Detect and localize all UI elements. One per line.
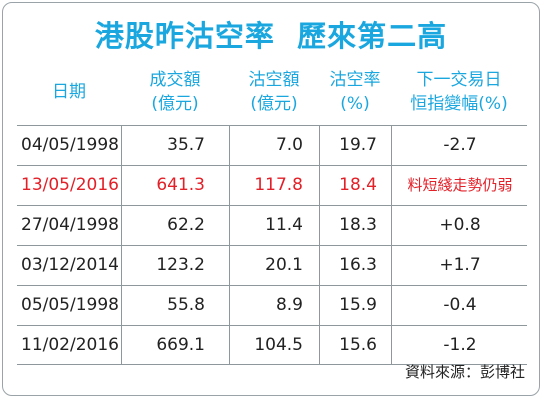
header-short-line1: 沽空額	[248, 70, 300, 90]
cell-short: 8.9	[275, 295, 303, 315]
cell-turnover: 669.1	[156, 335, 205, 355]
header-date-line1: 日期	[52, 82, 86, 102]
cell-date: 13/05/2016	[21, 175, 119, 195]
cell-date: 04/05/1998	[21, 135, 119, 155]
table-header: 日期 成交額 (億元) 沽空額 (億元) 沽空率 (%) 下一交易日 恒指變幅(…	[17, 59, 527, 125]
table-row: 27/04/1998 62.2 11.4 18.3 +0.8	[17, 205, 527, 245]
cell-short: 7.0	[275, 135, 303, 155]
header-change-line2: 恒指變幅(%)	[410, 94, 508, 114]
header-turnover-line2: (億元)	[151, 94, 199, 114]
cell-change: 料短綫走勢仍弱	[407, 176, 513, 194]
cell-turnover: 641.3	[156, 175, 205, 195]
cell-change: -2.7	[443, 135, 477, 155]
table-body: 04/05/1998 35.7 7.0 19.7 -2.7 13/05/2016…	[17, 125, 527, 365]
cell-change: -1.2	[443, 335, 477, 355]
header-ratio: 沽空率 (%)	[319, 59, 391, 125]
cell-short: 11.4	[265, 215, 303, 235]
cell-ratio: 15.9	[339, 295, 377, 315]
header-turnover: 成交額 (億元)	[121, 59, 229, 125]
header-short-line2: (億元)	[250, 94, 298, 114]
cell-ratio: 19.7	[339, 135, 377, 155]
cell-change: +1.7	[439, 255, 481, 275]
cell-date: 27/04/1998	[21, 215, 119, 235]
cell-date: 03/12/2014	[21, 255, 119, 275]
cell-date: 11/02/2016	[21, 335, 119, 355]
cell-ratio: 16.3	[339, 255, 377, 275]
cell-short: 117.8	[254, 175, 303, 195]
table-row: 03/12/2014 123.2 20.1 16.3 +1.7	[17, 245, 527, 285]
cell-turnover: 123.2	[156, 255, 205, 275]
cell-change: +0.8	[439, 215, 481, 235]
header-change-line1: 下一交易日	[416, 70, 502, 90]
cell-ratio: 18.3	[339, 215, 377, 235]
cell-ratio: 15.6	[339, 335, 377, 355]
cell-turnover: 35.7	[167, 135, 205, 155]
header-short: 沽空額 (億元)	[229, 59, 319, 125]
header-date: 日期	[17, 59, 121, 125]
header-turnover-line1: 成交額	[149, 70, 201, 90]
cell-change: -0.4	[443, 295, 477, 315]
cell-short: 104.5	[254, 335, 303, 355]
cell-turnover: 62.2	[167, 215, 205, 235]
header-ratio-line1: 沽空率	[329, 70, 381, 90]
cell-short: 20.1	[265, 255, 303, 275]
table-row: 11/02/2016 669.1 104.5 15.6 -1.2	[17, 325, 527, 365]
cell-date: 05/05/1998	[21, 295, 119, 315]
cell-turnover: 55.8	[167, 295, 205, 315]
header-change: 下一交易日 恒指變幅(%)	[391, 59, 527, 125]
source-note: 資料來源：彭博社	[404, 363, 525, 381]
table-row: 05/05/1998 55.8 8.9 15.9 -0.4	[17, 285, 527, 325]
chart-title: 港股昨沽空率 歷來第二高	[94, 19, 448, 53]
table-card: 港股昨沽空率 歷來第二高 日期 成交額 (億元) 沽空額 (億元) 沽空率 (%…	[2, 2, 540, 396]
header-ratio-line2: (%)	[340, 94, 370, 114]
cell-ratio: 18.4	[339, 175, 377, 195]
table-row: 04/05/1998 35.7 7.0 19.7 -2.7	[17, 125, 527, 165]
table-row-highlight: 13/05/2016 641.3 117.8 18.4 料短綫走勢仍弱	[17, 165, 527, 205]
